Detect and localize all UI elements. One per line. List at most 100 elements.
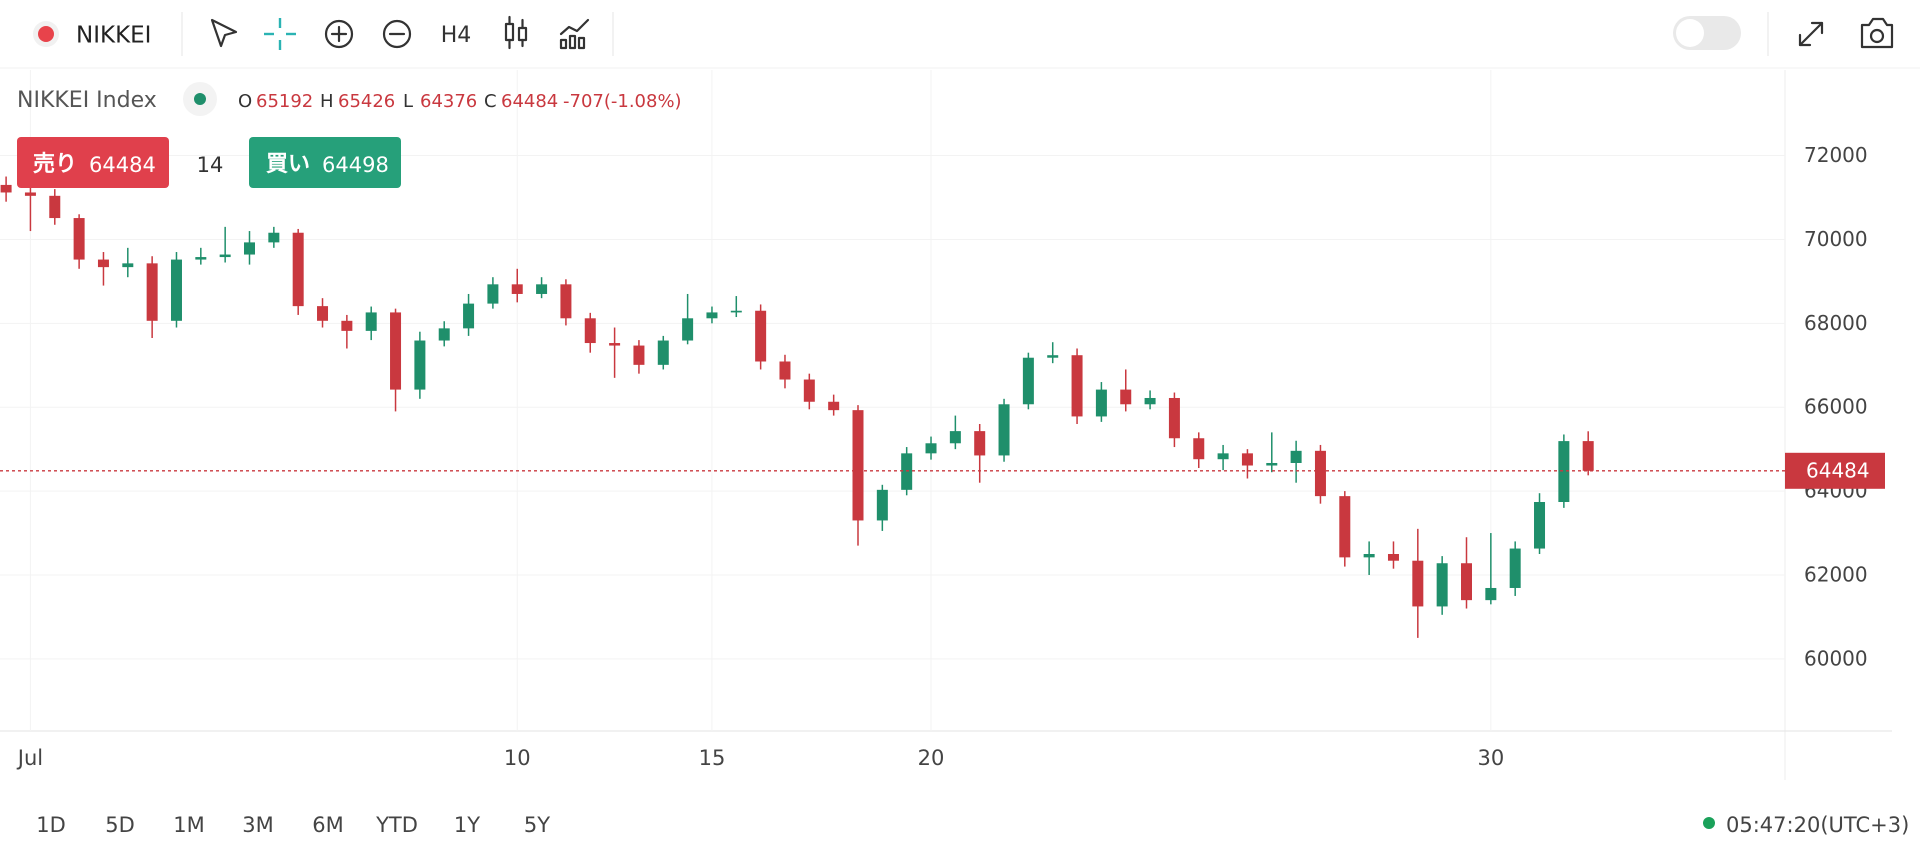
- candle-body: [0, 184, 12, 193]
- sell-button[interactable]: [17, 137, 169, 188]
- candle-body: [1387, 554, 1399, 561]
- candle-body: [1558, 441, 1570, 502]
- x-tick-label: 10: [504, 746, 531, 770]
- toolbar: NIKKEI H4: [0, 12, 1920, 69]
- clock-dot: [1703, 817, 1715, 829]
- candle-body: [1217, 453, 1229, 460]
- zoom-out-icon[interactable]: [382, 19, 412, 49]
- range-button[interactable]: 3M: [242, 813, 273, 837]
- candle-body: [584, 318, 596, 344]
- last-price-label: 64484: [1806, 458, 1870, 482]
- range-button[interactable]: 5Y: [524, 813, 550, 837]
- range-button[interactable]: 1M: [173, 813, 204, 837]
- indicator-icon[interactable]: [559, 18, 590, 50]
- candle-body: [657, 340, 669, 365]
- interval[interactable]: H4: [441, 23, 472, 48]
- trade-panel: 売り 64484 14 買い 64498: [17, 137, 401, 188]
- range-button[interactable]: 1D: [36, 813, 66, 837]
- ohlc-label: L: [403, 91, 413, 112]
- sell-label: 売り: [33, 151, 77, 177]
- candle-body: [974, 431, 986, 456]
- ohlc-label: O: [238, 91, 252, 112]
- instrument-name: NIKKEI Index: [17, 88, 157, 113]
- candle-body: [925, 443, 937, 454]
- sell-price: 64484: [89, 153, 156, 177]
- ohlc-value: 65426: [338, 91, 395, 112]
- y-tick-label: 60000: [1804, 646, 1868, 670]
- candle-body: [195, 257, 207, 260]
- candle-body: [1485, 587, 1497, 601]
- candle-body: [49, 195, 61, 219]
- candle-body: [1534, 501, 1546, 549]
- candle-body: [1509, 548, 1521, 588]
- candle-body: [292, 232, 304, 307]
- candle-body: [803, 379, 815, 402]
- crosshair-icon[interactable]: [264, 18, 296, 50]
- candle-body: [1193, 438, 1205, 460]
- candle-body: [438, 328, 450, 341]
- zoom-in-icon[interactable]: [324, 19, 354, 49]
- candle-body: [1290, 450, 1302, 463]
- candle-body: [949, 431, 961, 444]
- candle-body: [73, 218, 85, 260]
- candle-body: [755, 310, 767, 362]
- candle-body: [219, 254, 231, 258]
- range-button[interactable]: 5D: [105, 813, 135, 837]
- candle-body: [97, 259, 109, 268]
- clock: 05:47:20(UTC+3): [1726, 813, 1909, 837]
- buy-price: 64498: [322, 153, 389, 177]
- candle-body: [122, 263, 134, 268]
- y-tick-label: 66000: [1804, 395, 1868, 419]
- range-button[interactable]: 1Y: [454, 813, 480, 837]
- x-tick-label: 30: [1477, 746, 1504, 770]
- candle-body: [1095, 389, 1107, 417]
- candle-body: [1436, 563, 1448, 607]
- candle-body: [609, 343, 621, 346]
- ohlc-label: C: [484, 91, 497, 112]
- candle-body: [487, 284, 499, 304]
- candle-body: [390, 312, 402, 390]
- legend: NIKKEI Index O 65192 H 65426 L 64376 C 6…: [17, 82, 682, 116]
- last-price-box: [1785, 452, 1885, 489]
- candle-body: [682, 318, 694, 341]
- range-button[interactable]: 6M: [312, 813, 343, 837]
- candle-body: [633, 345, 645, 365]
- candle-body: [463, 303, 475, 329]
- candle-body: [1363, 554, 1375, 558]
- candle-body: [414, 340, 426, 390]
- candle-body: [1047, 355, 1059, 358]
- ohlc-value: 64484: [501, 91, 558, 112]
- candle-body: [560, 284, 572, 319]
- candle-body: [730, 310, 742, 313]
- x-tick-label: 20: [918, 746, 945, 770]
- x-tick-label: Jul: [16, 746, 43, 770]
- expand-icon[interactable]: [1798, 21, 1824, 47]
- candle-body: [317, 306, 329, 321]
- range-button[interactable]: YTD: [375, 813, 418, 837]
- symbol[interactable]: NIKKEI: [76, 23, 151, 49]
- candle-body: [1120, 389, 1132, 405]
- spread: 14: [197, 153, 224, 177]
- candle-body: [1461, 563, 1472, 601]
- candle-body: [244, 242, 255, 255]
- candle-type-icon[interactable]: [504, 15, 528, 50]
- toggle-knob: [1676, 19, 1704, 47]
- ohlc-value: 65192: [256, 91, 313, 112]
- candle-body: [1168, 397, 1180, 439]
- candle-body: [1071, 355, 1083, 417]
- candle-body: [1339, 496, 1351, 558]
- y-tick-label: 68000: [1804, 311, 1868, 335]
- cursor-icon[interactable]: [210, 18, 238, 48]
- camera-icon[interactable]: [1860, 17, 1894, 49]
- y-tick-label: 62000: [1804, 562, 1868, 586]
- candle-body: [901, 453, 913, 490]
- candle-body: [876, 489, 888, 521]
- candle-body: [1022, 357, 1034, 405]
- buy-button[interactable]: [249, 137, 401, 188]
- candle-body: [779, 361, 791, 380]
- candle-body: [341, 320, 353, 331]
- candle-body: [1266, 462, 1278, 466]
- y-tick-label: 70000: [1804, 227, 1868, 251]
